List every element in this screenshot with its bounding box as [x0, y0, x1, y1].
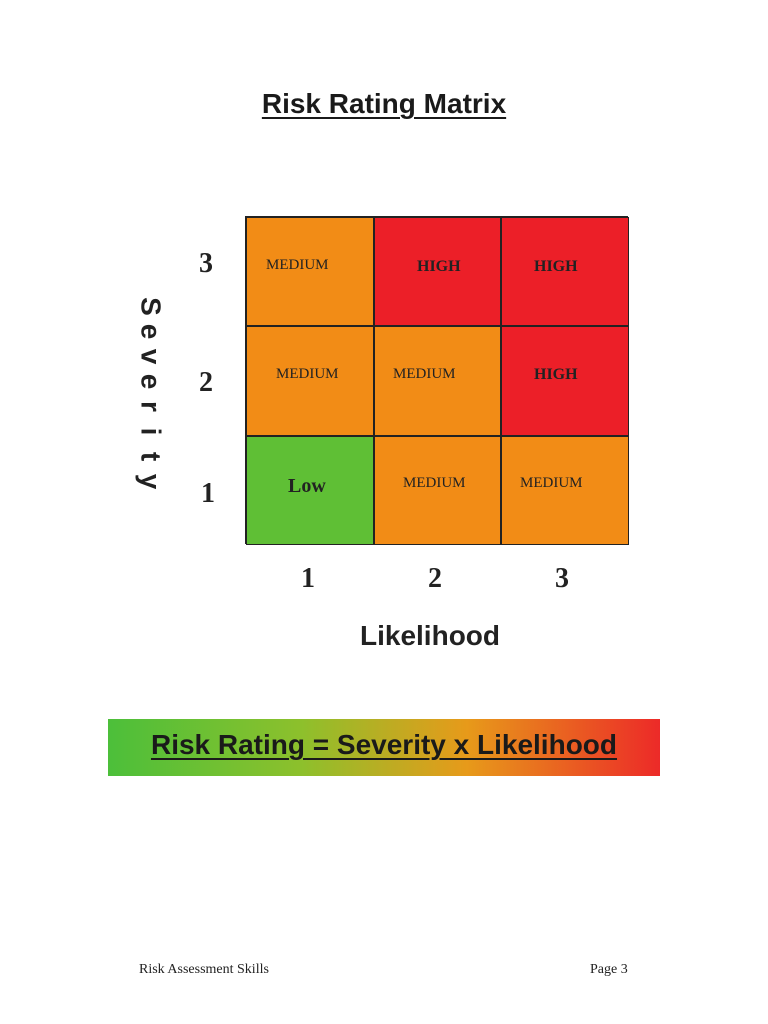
- severity-tick-2: 2: [199, 367, 213, 398]
- cell-label: HIGH: [417, 258, 461, 275]
- cell-label: Low: [288, 475, 326, 497]
- matrix-cell-s2-l1: MEDIUM: [246, 326, 374, 436]
- matrix-cell-s2-l3: HIGH: [501, 326, 629, 436]
- cell-label: MEDIUM: [266, 257, 329, 273]
- likelihood-tick-3: 3: [555, 563, 569, 594]
- footer-document-title: Risk Assessment Skills: [139, 962, 269, 977]
- matrix-cell-s2-l2: MEDIUM: [374, 326, 501, 436]
- matrix-cell-s1-l1: Low: [246, 436, 374, 545]
- severity-axis-label: S e v e r i t y: [135, 294, 167, 494]
- severity-letter: y: [135, 473, 167, 490]
- cell-label: HIGH: [534, 258, 578, 275]
- cell-label: MEDIUM: [276, 366, 339, 382]
- severity-tick-1: 1: [201, 478, 215, 509]
- cell-label: MEDIUM: [403, 475, 466, 491]
- severity-tick-3: 3: [199, 248, 213, 279]
- risk-matrix: MEDIUM HIGH HIGH MEDIUM MEDIUM HIGH Low …: [245, 216, 629, 545]
- cell-label: MEDIUM: [520, 475, 583, 491]
- cell-label: MEDIUM: [393, 366, 456, 382]
- matrix-cell-s3-l3: HIGH: [501, 217, 629, 326]
- footer-page-number: Page 3: [590, 962, 628, 977]
- formula-text: Risk Rating = Severity x Likelihood: [150, 729, 618, 760]
- likelihood-axis-label: Likelihood: [360, 620, 500, 651]
- matrix-cell-s1-l3: MEDIUM: [501, 436, 629, 545]
- cell-label: HIGH: [534, 366, 578, 383]
- matrix-cell-s3-l2: HIGH: [374, 217, 501, 326]
- likelihood-tick-2: 2: [428, 563, 442, 594]
- matrix-cell-s3-l1: MEDIUM: [246, 217, 374, 326]
- likelihood-tick-1: 1: [301, 563, 315, 594]
- page-title: Risk Rating Matrix: [261, 88, 507, 119]
- matrix-cell-s1-l2: MEDIUM: [374, 436, 501, 545]
- formula-banner: Risk Rating = Severity x Likelihood: [108, 719, 660, 776]
